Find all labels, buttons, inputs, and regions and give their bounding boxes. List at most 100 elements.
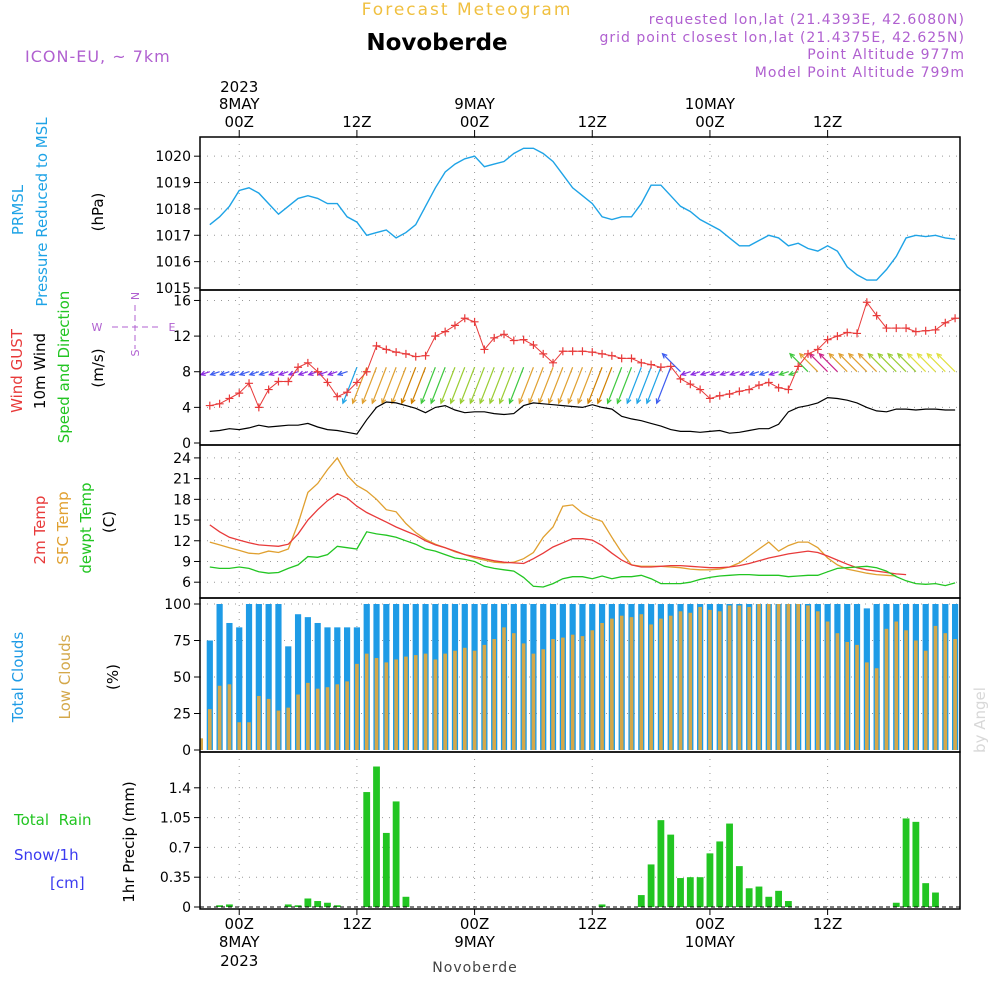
top-axis-label: 12Z (813, 113, 842, 131)
wind-arrow (587, 367, 603, 404)
wind-arrowhead (518, 398, 524, 405)
wind-arrowhead (199, 370, 206, 376)
rain-bar (314, 901, 322, 907)
low-cloud-bar (335, 684, 340, 750)
low-cloud-bar (747, 606, 751, 750)
wind-arrowhead (661, 352, 668, 359)
low-cloud-bar (521, 643, 526, 750)
wind-arrowhead (400, 398, 406, 405)
wind-arrowhead (789, 352, 795, 359)
pressure-ytick-label: 1016 (155, 255, 191, 271)
gust-marker (745, 385, 754, 394)
low-cloud-bar (776, 604, 781, 750)
wind-arrow (662, 353, 681, 373)
wind-arrowhead (916, 352, 923, 359)
low-cloud-bar (492, 639, 496, 750)
wind-arrow (518, 367, 534, 404)
wind-arrowhead (857, 352, 864, 359)
rain-bar (304, 898, 312, 907)
gust-marker (735, 387, 744, 396)
footer-location: Novoberde (432, 960, 517, 976)
wind-arrowhead (828, 352, 835, 359)
wind-arrowhead (459, 398, 465, 405)
gust-marker (951, 314, 960, 323)
wind-ytick-label: 8 (182, 365, 191, 381)
wind-arrow (690, 371, 701, 376)
low-cloud-bar (257, 695, 261, 750)
low-cloud-bar (649, 624, 653, 750)
rain-bar (373, 766, 380, 907)
temp-panel: 6 9 12 15 18 21 24 (173, 444, 961, 599)
gust-marker (401, 349, 410, 358)
gust-marker (382, 345, 391, 354)
wind-arrow (877, 353, 897, 373)
low-cloud-bar (953, 639, 957, 750)
temp-ytick-label: 18 (173, 492, 191, 508)
clouds-ytick-label: 25 (173, 707, 191, 723)
wind-arrowhead (768, 370, 775, 376)
wind-arrowhead (926, 352, 933, 359)
total-cloud-bar (294, 614, 302, 750)
low-cloud-bar (678, 611, 683, 750)
low-cloud-bar (384, 662, 389, 750)
bottom-axis-label: 12Z (342, 915, 371, 933)
wind-arrowhead (238, 370, 246, 376)
rain-bar (657, 820, 665, 907)
wind-arrow (799, 353, 819, 373)
low-cloud-bar (727, 605, 732, 750)
low-cloud-bar (796, 604, 800, 750)
rain-bar (932, 892, 939, 907)
gust-marker (902, 324, 911, 333)
gust-marker (784, 385, 793, 394)
low-cloud-bar (355, 663, 359, 750)
rain-bar (902, 818, 910, 907)
low-cloud-bar (757, 604, 761, 750)
low-cloud-bar (374, 658, 379, 750)
temp-ytick-label: 24 (173, 451, 191, 467)
top-axis-label: 00Z (225, 113, 254, 131)
gust-marker (431, 332, 440, 341)
gust-marker (647, 360, 656, 369)
low-cloud-bar (423, 653, 428, 750)
wind-arrow (700, 371, 711, 376)
low-cloud-bar (443, 653, 447, 750)
low-cloud-bar (580, 636, 585, 750)
low-cloud-bar (825, 621, 830, 750)
gust-marker (323, 378, 332, 387)
wind-arrowhead (655, 398, 661, 405)
clouds-ytick-label: 0 (182, 743, 191, 759)
gust-marker (205, 401, 214, 410)
temp-panel-labels: 2m Temp SFC Temp dewpt Temp (C) (31, 482, 118, 573)
wind-arrow (230, 371, 240, 376)
wind-arrow (838, 353, 858, 373)
wind-arrow (249, 371, 260, 376)
precip-ytick-label: 1.05 (160, 811, 191, 827)
temp-sfc-label: SFC Temp (54, 491, 72, 564)
precip-panel-labels: Total Rain Snow/1h [cm] 1hr Precip (mm) (13, 781, 138, 902)
low-cloud-bar (512, 633, 516, 750)
wind-arrowhead (719, 370, 726, 376)
temp-unit-label: (C) (100, 511, 118, 533)
rain-bar (745, 888, 753, 907)
gust-marker (813, 345, 822, 354)
wind-arrow (646, 367, 662, 404)
temp-2m-label: 2m Temp (31, 496, 49, 565)
low-cloud-bar (227, 684, 232, 750)
rain-bar (647, 864, 655, 907)
rain-bar (726, 823, 733, 907)
low-clouds-label: Low Clouds (56, 634, 74, 719)
wind-arrow (361, 367, 378, 404)
gust-marker (549, 358, 558, 367)
gust-marker (254, 403, 263, 412)
wind-arrow (917, 353, 936, 373)
rain-bar (324, 902, 331, 907)
gust-marker (607, 351, 616, 360)
wind-arrowhead (489, 398, 495, 405)
wind-arrowhead (469, 398, 475, 405)
wind-speed-line (209, 396, 956, 435)
total-clouds-label: Total Clouds (9, 632, 27, 724)
wind-arrowhead (616, 398, 622, 405)
wind-arrowhead (209, 370, 216, 376)
rain-bar (775, 890, 782, 907)
precip-unit-label: 1hr Precip (mm) (120, 781, 138, 902)
